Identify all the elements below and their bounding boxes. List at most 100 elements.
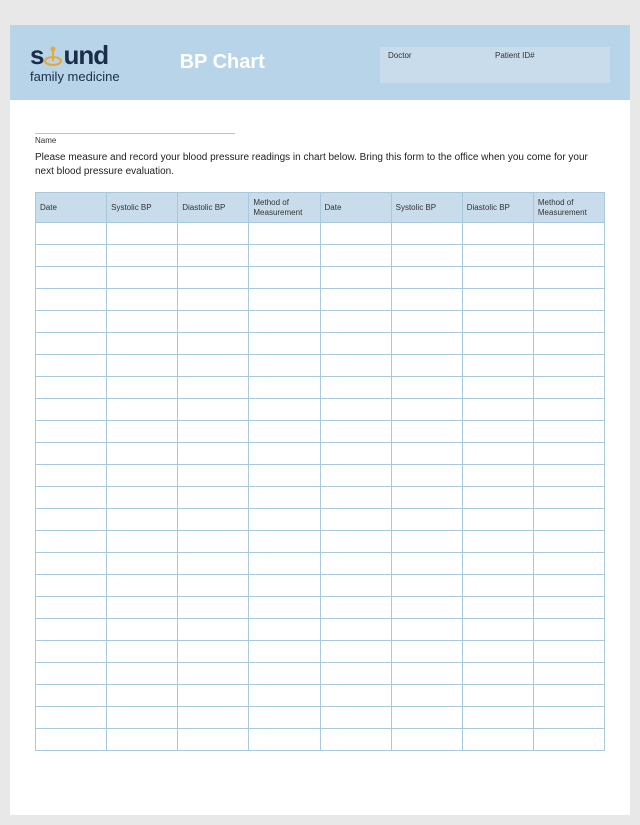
table-cell[interactable]	[320, 311, 391, 333]
table-cell[interactable]	[462, 421, 533, 443]
table-cell[interactable]	[249, 641, 320, 663]
table-cell[interactable]	[107, 729, 178, 751]
table-cell[interactable]	[533, 377, 604, 399]
table-cell[interactable]	[391, 487, 462, 509]
table-cell[interactable]	[36, 421, 107, 443]
table-cell[interactable]	[391, 377, 462, 399]
table-cell[interactable]	[178, 641, 249, 663]
table-cell[interactable]	[249, 729, 320, 751]
table-cell[interactable]	[107, 509, 178, 531]
table-cell[interactable]	[533, 289, 604, 311]
table-cell[interactable]	[107, 641, 178, 663]
table-cell[interactable]	[533, 245, 604, 267]
table-cell[interactable]	[391, 597, 462, 619]
table-cell[interactable]	[533, 641, 604, 663]
table-row[interactable]	[36, 487, 605, 509]
table-row[interactable]	[36, 355, 605, 377]
table-cell[interactable]	[391, 399, 462, 421]
table-cell[interactable]	[249, 509, 320, 531]
table-cell[interactable]	[391, 443, 462, 465]
table-cell[interactable]	[249, 333, 320, 355]
table-cell[interactable]	[249, 531, 320, 553]
table-cell[interactable]	[107, 553, 178, 575]
table-cell[interactable]	[36, 575, 107, 597]
table-cell[interactable]	[107, 245, 178, 267]
table-cell[interactable]	[462, 641, 533, 663]
table-cell[interactable]	[533, 333, 604, 355]
table-cell[interactable]	[533, 685, 604, 707]
table-cell[interactable]	[249, 553, 320, 575]
table-row[interactable]	[36, 267, 605, 289]
table-cell[interactable]	[249, 289, 320, 311]
table-cell[interactable]	[462, 223, 533, 245]
table-cell[interactable]	[178, 597, 249, 619]
table-cell[interactable]	[36, 531, 107, 553]
table-cell[interactable]	[391, 245, 462, 267]
table-cell[interactable]	[249, 223, 320, 245]
table-row[interactable]	[36, 729, 605, 751]
table-cell[interactable]	[249, 597, 320, 619]
table-cell[interactable]	[462, 575, 533, 597]
table-cell[interactable]	[320, 289, 391, 311]
table-cell[interactable]	[36, 333, 107, 355]
table-cell[interactable]	[107, 707, 178, 729]
table-cell[interactable]	[178, 663, 249, 685]
table-cell[interactable]	[178, 685, 249, 707]
table-cell[interactable]	[107, 663, 178, 685]
table-cell[interactable]	[320, 619, 391, 641]
table-cell[interactable]	[462, 707, 533, 729]
table-row[interactable]	[36, 333, 605, 355]
table-cell[interactable]	[36, 245, 107, 267]
table-cell[interactable]	[462, 399, 533, 421]
table-cell[interactable]	[391, 553, 462, 575]
table-cell[interactable]	[249, 399, 320, 421]
table-cell[interactable]	[533, 509, 604, 531]
table-cell[interactable]	[36, 663, 107, 685]
table-cell[interactable]	[178, 575, 249, 597]
table-cell[interactable]	[391, 685, 462, 707]
table-cell[interactable]	[533, 663, 604, 685]
table-cell[interactable]	[178, 707, 249, 729]
table-cell[interactable]	[462, 487, 533, 509]
table-row[interactable]	[36, 245, 605, 267]
table-row[interactable]	[36, 663, 605, 685]
table-cell[interactable]	[36, 641, 107, 663]
table-cell[interactable]	[36, 707, 107, 729]
table-cell[interactable]	[462, 267, 533, 289]
table-row[interactable]	[36, 311, 605, 333]
table-cell[interactable]	[462, 509, 533, 531]
table-cell[interactable]	[533, 311, 604, 333]
name-input-line[interactable]	[35, 120, 235, 134]
table-row[interactable]	[36, 641, 605, 663]
table-row[interactable]	[36, 465, 605, 487]
table-cell[interactable]	[533, 729, 604, 751]
table-cell[interactable]	[533, 575, 604, 597]
table-cell[interactable]	[36, 399, 107, 421]
table-cell[interactable]	[320, 575, 391, 597]
table-row[interactable]	[36, 575, 605, 597]
table-cell[interactable]	[320, 421, 391, 443]
table-cell[interactable]	[462, 729, 533, 751]
table-cell[interactable]	[107, 377, 178, 399]
table-cell[interactable]	[36, 443, 107, 465]
table-cell[interactable]	[249, 707, 320, 729]
table-cell[interactable]	[462, 597, 533, 619]
table-cell[interactable]	[107, 531, 178, 553]
table-cell[interactable]	[533, 531, 604, 553]
table-cell[interactable]	[178, 443, 249, 465]
table-row[interactable]	[36, 399, 605, 421]
table-cell[interactable]	[391, 421, 462, 443]
table-cell[interactable]	[533, 597, 604, 619]
table-cell[interactable]	[391, 575, 462, 597]
table-cell[interactable]	[36, 465, 107, 487]
table-cell[interactable]	[320, 333, 391, 355]
table-cell[interactable]	[178, 553, 249, 575]
table-cell[interactable]	[320, 597, 391, 619]
table-cell[interactable]	[107, 619, 178, 641]
table-cell[interactable]	[462, 685, 533, 707]
table-cell[interactable]	[391, 311, 462, 333]
table-cell[interactable]	[36, 685, 107, 707]
table-cell[interactable]	[36, 487, 107, 509]
table-cell[interactable]	[36, 377, 107, 399]
table-cell[interactable]	[107, 355, 178, 377]
